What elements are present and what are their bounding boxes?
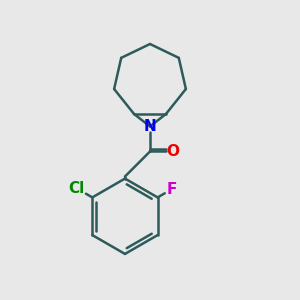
Text: O: O	[166, 144, 179, 159]
Text: Cl: Cl	[68, 181, 85, 196]
Text: N: N	[144, 119, 156, 134]
Text: F: F	[167, 182, 177, 197]
